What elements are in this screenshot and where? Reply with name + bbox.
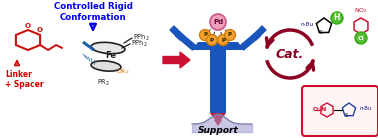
Circle shape <box>355 32 367 44</box>
Text: Controlled Rigid
Conformation: Controlled Rigid Conformation <box>54 2 132 22</box>
Polygon shape <box>214 120 222 126</box>
FancyBboxPatch shape <box>302 86 378 136</box>
Text: S: S <box>318 30 322 35</box>
Circle shape <box>210 14 226 30</box>
FancyArrow shape <box>163 52 190 68</box>
Text: P: P <box>221 38 225 43</box>
Bar <box>210 49 226 113</box>
Text: n-Bu: n-Bu <box>359 107 371 112</box>
Text: Linker
+ Spacer: Linker + Spacer <box>5 70 43 89</box>
Text: Support: Support <box>198 126 239 135</box>
Text: S: S <box>344 113 348 118</box>
Text: H: H <box>334 14 340 22</box>
Text: Fe: Fe <box>105 51 116 60</box>
Text: PR$_2$: PR$_2$ <box>98 78 111 88</box>
Text: $\it{O}$R$_2$: $\it{O}$R$_2$ <box>116 67 130 76</box>
Circle shape <box>200 30 211 40</box>
Text: NO$_2$: NO$_2$ <box>354 6 368 15</box>
Text: Cl: Cl <box>358 35 364 40</box>
Text: Cat.: Cat. <box>276 47 304 60</box>
Text: O$_2$N: O$_2$N <box>312 106 327 114</box>
Circle shape <box>217 34 228 46</box>
Text: PPh$_2$: PPh$_2$ <box>131 39 148 49</box>
Polygon shape <box>210 113 226 124</box>
Text: P: P <box>228 33 232 38</box>
Text: P: P <box>203 33 207 38</box>
Polygon shape <box>192 42 244 50</box>
Text: P: P <box>210 38 214 43</box>
Text: Pd: Pd <box>213 19 223 25</box>
Circle shape <box>331 12 343 24</box>
Ellipse shape <box>91 61 121 71</box>
Text: O: O <box>25 22 31 29</box>
Text: O: O <box>37 27 43 34</box>
Circle shape <box>225 30 235 40</box>
Text: PPh$_2$: PPh$_2$ <box>133 33 150 43</box>
Text: n-Bu: n-Bu <box>301 22 314 26</box>
Circle shape <box>206 34 217 46</box>
Ellipse shape <box>91 42 125 54</box>
